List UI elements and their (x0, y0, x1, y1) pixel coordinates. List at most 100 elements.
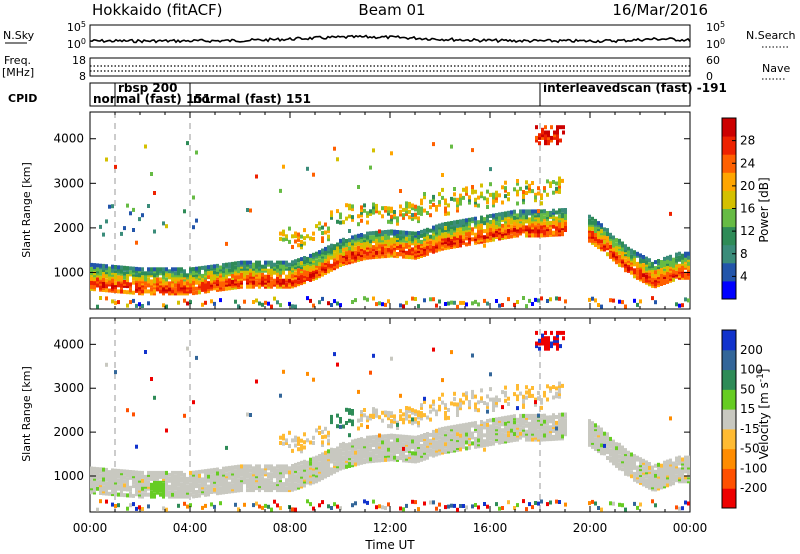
power-cell (153, 191, 156, 195)
power-cell (399, 212, 402, 217)
power-cell (297, 243, 300, 248)
power-cell (498, 222, 501, 227)
power-cell (345, 216, 348, 221)
velocity-cell (117, 468, 120, 473)
power-cell (384, 234, 387, 238)
velocity-cell (558, 381, 561, 386)
power-cell (378, 254, 381, 259)
power-cell (102, 263, 105, 268)
power-cell (129, 300, 132, 305)
power-cell (366, 297, 369, 302)
power-cell (417, 211, 420, 216)
power-cell (639, 299, 642, 304)
power-cell (537, 231, 540, 236)
power-cell (516, 219, 519, 224)
velocity-cell (513, 392, 516, 397)
power-cell (255, 174, 258, 179)
power-cell (363, 246, 366, 251)
power-cell (162, 221, 165, 226)
velocity-cell (609, 448, 612, 453)
power-cell (204, 287, 207, 292)
velocity-cell (435, 412, 438, 417)
power-cell (390, 209, 393, 214)
velocity-cell (501, 416, 504, 421)
velocity-cell (546, 384, 549, 389)
power-cell (654, 300, 657, 305)
power-cell (558, 214, 561, 219)
freq-left-top-tick: 18 (72, 54, 86, 67)
velocity-cell (336, 424, 339, 429)
velocity-cell (558, 386, 561, 391)
power-cell (456, 227, 459, 232)
power-cell (498, 303, 501, 308)
power-cell (594, 233, 597, 237)
power-cell (462, 195, 465, 200)
power-cell (471, 227, 474, 232)
velocity-cell (225, 445, 228, 450)
power-cell (120, 231, 123, 236)
velocity-cell (159, 480, 162, 485)
velocity-cell (483, 502, 486, 506)
power-cell (450, 300, 453, 305)
velocity-cell (222, 490, 225, 495)
velocity-cell (369, 451, 372, 456)
power-cell (294, 239, 297, 244)
velocity-cell (282, 464, 285, 469)
velocity-cell (516, 397, 519, 402)
power-cell (336, 209, 339, 214)
power-cell (360, 233, 363, 237)
power-cell (387, 243, 390, 248)
velocity-cell (534, 397, 537, 402)
velocity-cell (621, 455, 624, 460)
power-cell (360, 210, 363, 215)
power-cell (429, 213, 432, 218)
power-cell (375, 250, 378, 255)
power-cell (525, 185, 528, 190)
power-cell (171, 289, 174, 294)
velocity-cell (309, 457, 312, 462)
power-cell (108, 288, 111, 293)
power-cell (339, 238, 342, 243)
velocity-cell (246, 464, 249, 469)
power-cell (117, 281, 120, 286)
power-cell (336, 246, 339, 251)
power-cell (336, 258, 339, 263)
power-cell (600, 243, 603, 248)
power-cell (135, 266, 138, 271)
power-cell (492, 219, 495, 224)
velocity-cell (396, 422, 399, 427)
velocity-cell (135, 470, 138, 475)
power-cell (681, 253, 684, 258)
power-cell (333, 244, 336, 249)
velocity-cell (138, 505, 141, 510)
velocity-cell (537, 421, 540, 426)
velocity-cell (150, 490, 153, 495)
power-cell (555, 226, 558, 231)
power-cell (351, 204, 354, 209)
power-cell (192, 195, 195, 200)
velocity-cell (636, 455, 639, 460)
velocity-cell (420, 403, 423, 408)
velocity-cell (609, 436, 612, 441)
power-cell (528, 209, 531, 214)
power-cell (204, 283, 207, 288)
velocity-cell (270, 472, 273, 477)
power-cell (519, 209, 522, 214)
velocity-cell (387, 457, 390, 462)
power-cell (207, 271, 210, 276)
velocity-cell (420, 443, 423, 448)
power-cell (321, 296, 324, 301)
power-cell (372, 235, 375, 240)
power-cell (414, 255, 417, 260)
velocity-cell (408, 406, 411, 411)
velocity-cell (444, 416, 447, 421)
velocity-cell (273, 466, 276, 471)
power-colorbar-segment (722, 262, 736, 282)
velocity-cell (501, 390, 504, 395)
power-cell (216, 279, 219, 284)
power-cell (423, 228, 426, 233)
velocity-cell (168, 490, 171, 495)
velocity-cell (465, 440, 468, 445)
power-cell (240, 262, 243, 267)
